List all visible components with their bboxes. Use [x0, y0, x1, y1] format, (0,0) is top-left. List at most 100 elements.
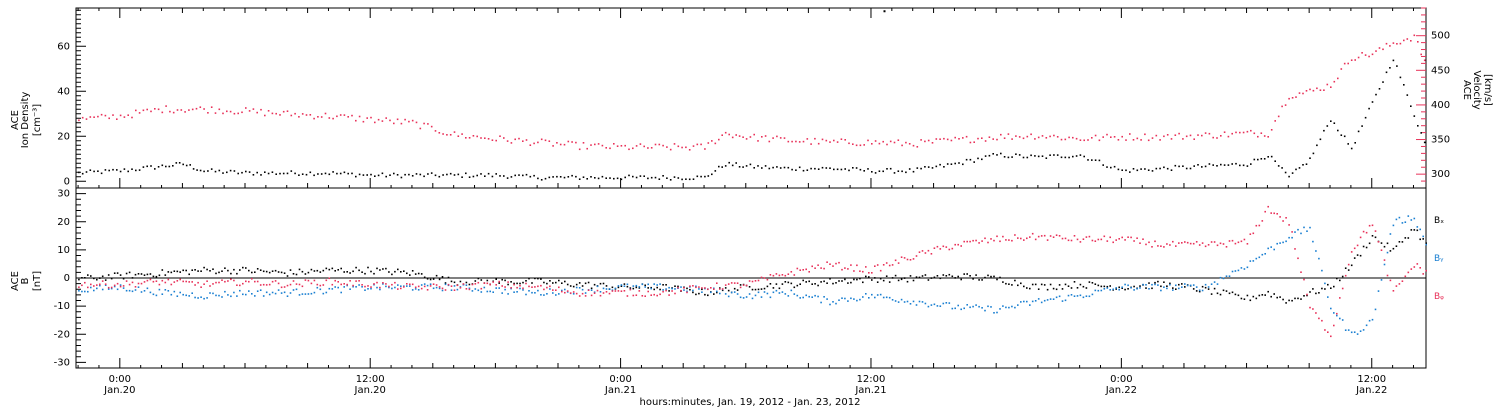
bottom-bx-point	[84, 277, 86, 279]
top-series-0-point	[825, 167, 828, 169]
top-series-0-point	[495, 173, 497, 175]
top-series-0-point	[207, 170, 209, 172]
bottom-bx-point	[1249, 299, 1252, 302]
bottom-bx-point	[328, 268, 331, 271]
bottom-by-point	[1103, 288, 1106, 290]
bottom-bx-point	[587, 281, 590, 284]
bottom-by-point	[498, 287, 500, 289]
bottom-bx-point	[900, 278, 903, 281]
bottom-by-point	[1195, 286, 1198, 288]
bottom-bx-point	[569, 285, 572, 287]
top-series-1-point	[825, 139, 828, 142]
bottom-bz-point	[832, 265, 834, 267]
top-series-1-point	[1204, 132, 1207, 134]
bottom-bx-point	[1023, 285, 1025, 288]
bottom-by-point	[993, 312, 995, 314]
bottom-by-point	[990, 306, 992, 308]
bottom-bz-point	[313, 279, 316, 282]
bottom-bx-point	[921, 275, 924, 277]
bottom-bz-point	[233, 279, 235, 282]
bottom-by-point	[417, 289, 420, 291]
bottom-bx-point	[164, 274, 167, 276]
bottom-bz-point	[1020, 237, 1022, 240]
top-series-0-point	[358, 173, 361, 176]
bottom-bx-point	[701, 288, 703, 291]
top-series-1-point	[1094, 134, 1097, 137]
top-series-1-point	[662, 144, 664, 147]
bottom-bx-point	[209, 270, 211, 272]
top-series-0-point	[271, 171, 274, 173]
bottom-by-point	[1300, 232, 1302, 235]
bottom-bx-point	[304, 273, 307, 275]
top-series-0-point	[787, 166, 790, 169]
bottom-bx-point	[307, 271, 310, 274]
bottom-bx-point	[286, 275, 289, 277]
bottom-bz-point	[1267, 205, 1269, 208]
bottom-by-point	[110, 287, 113, 290]
bottom-bz-point	[1416, 263, 1419, 265]
bottom-bx-point	[385, 267, 387, 270]
bottom-bz-point	[844, 267, 846, 269]
bottom-by-point	[1389, 233, 1392, 235]
top-series-1-point	[336, 115, 338, 118]
top-series-0-point	[423, 175, 425, 178]
bottom-by-point	[933, 303, 936, 306]
bottom-bz-point	[1276, 213, 1278, 215]
top-series-1-point	[692, 145, 695, 147]
bottom-by-point	[793, 293, 796, 295]
bottom-bz-point	[915, 255, 918, 257]
top-series-1-point	[544, 139, 547, 142]
bottom-bx-point	[256, 268, 259, 270]
bottom-bz-point	[414, 286, 417, 289]
bottom-by-point	[701, 291, 703, 293]
top-series-0-point	[757, 165, 759, 167]
bottom-by-point	[137, 286, 140, 288]
x-axis: 0:00Jan.2012:00Jan.200:00Jan.2112:00Jan.…	[77, 8, 1414, 396]
bottom-by-point	[1344, 329, 1347, 331]
top-series-0-point	[449, 172, 452, 175]
bottom-bx-point	[277, 271, 280, 273]
top-series-1-point	[901, 144, 903, 147]
top-series-0-point	[1087, 159, 1089, 161]
bottom-bx-point	[1020, 282, 1022, 285]
top-series-0-point	[175, 162, 178, 164]
bottom-by-point	[1401, 222, 1404, 224]
bottom-bz-point	[778, 274, 781, 277]
bottom-by-point	[248, 290, 250, 292]
top-series-0-point	[1267, 156, 1269, 158]
bottom-bz-point	[1163, 246, 1165, 248]
top-series-1-point	[468, 137, 471, 139]
top-series-0-point	[81, 172, 84, 175]
bottom-by-point	[1198, 289, 1201, 292]
top-series-0-point	[1274, 160, 1276, 162]
bottom-bx-point	[817, 284, 819, 287]
top-series-0-point	[1337, 129, 1339, 132]
bottom-bx-point	[170, 271, 173, 274]
top-series-1-point	[958, 138, 960, 140]
bottom-bz-point	[951, 247, 954, 250]
bottom-bx-point	[537, 277, 539, 280]
top-series-0-point	[1260, 158, 1263, 160]
bottom-ylabel-line3: [nT]	[32, 271, 43, 291]
bottom-by-point	[1142, 283, 1144, 286]
bottom-bx-point	[337, 269, 339, 271]
bottom-by-point	[1014, 306, 1016, 309]
bottom-bz-point	[1121, 236, 1123, 239]
bottom-bz-point	[695, 286, 697, 289]
x-tick-date-label: Jan.21	[604, 385, 636, 396]
bottom-bz-point	[373, 283, 375, 285]
bottom-by-point	[161, 293, 164, 295]
bottom-by-point	[489, 290, 491, 293]
top-series-1-point	[1110, 136, 1112, 138]
bottom-bz-point	[104, 283, 107, 285]
bottom-by-point	[936, 305, 939, 307]
bottom-by-point	[1341, 319, 1344, 321]
top-series-1-point	[138, 112, 141, 114]
top-series-0-point	[721, 166, 723, 168]
bottom-bz-point	[131, 281, 134, 284]
bottom-by-point	[1169, 283, 1171, 286]
bottom-bz-point	[620, 290, 623, 292]
bottom-bx-point	[236, 272, 238, 275]
bottom-bz-point	[116, 282, 119, 285]
